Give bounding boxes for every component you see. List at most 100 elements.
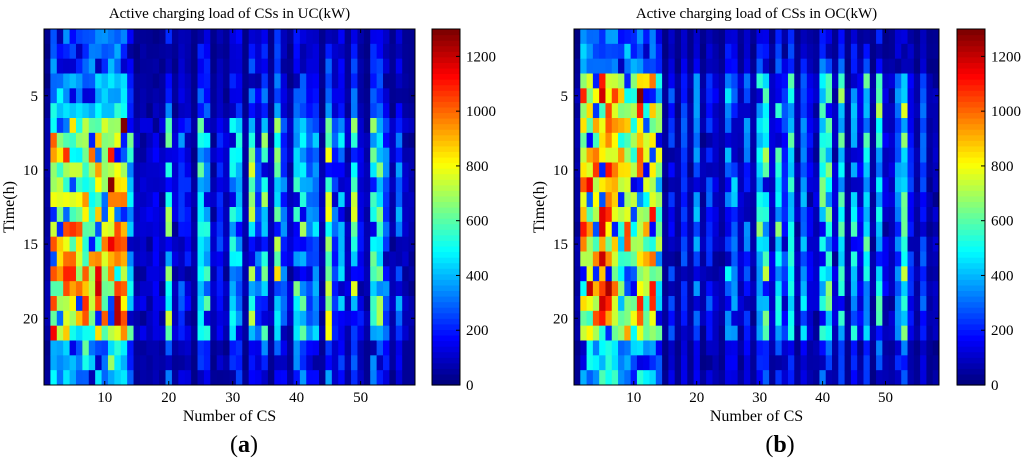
- heatmap-cell: [56, 162, 64, 178]
- y-axis-label: Time(h): [1, 181, 18, 233]
- heatmap-cell: [319, 103, 326, 119]
- colorbar-segment: [432, 151, 460, 158]
- heatmap-cell: [876, 266, 883, 282]
- heatmap-cell: [255, 103, 262, 119]
- heatmap-cell: [357, 103, 365, 119]
- heatmap-cell: [756, 340, 764, 356]
- heatmap-cell: [376, 43, 384, 60]
- heatmap-cell: [216, 73, 224, 89]
- heatmap-cell: [775, 118, 783, 134]
- heatmap-cell: [574, 58, 581, 74]
- heatmap-cell: [920, 221, 927, 238]
- heatmap-cell: [376, 325, 384, 341]
- heatmap-cell: [869, 266, 877, 282]
- heatmap-cell: [781, 355, 789, 371]
- heatmap-cell: [338, 310, 346, 327]
- heatmap-cell: [44, 221, 51, 238]
- heatmap-cell: [235, 132, 243, 149]
- colorbar-segment: [957, 73, 985, 80]
- heatmap-cell: [913, 340, 921, 356]
- heatmap-cell: [630, 103, 638, 119]
- heatmap-cell: [50, 73, 58, 89]
- heatmap-cell: [363, 118, 371, 134]
- heatmap-cell: [95, 207, 102, 223]
- heatmap-cell: [680, 132, 688, 149]
- heatmap-cell: [888, 192, 896, 208]
- heatmap-cell: [806, 177, 814, 193]
- heatmap-cell: [114, 177, 122, 193]
- heatmap-cell: [832, 370, 839, 386]
- heatmap-cell: [197, 281, 205, 297]
- heatmap-cell: [152, 192, 160, 208]
- heatmap-cell: [706, 340, 713, 356]
- heatmap-cell: [706, 251, 713, 267]
- heatmap-cell: [655, 58, 663, 74]
- heatmap-cell: [926, 103, 934, 119]
- heatmap-cell: [743, 147, 751, 163]
- heatmap-cell: [611, 325, 619, 341]
- heatmap-cell: [338, 73, 346, 89]
- heatmap-cell: [325, 340, 333, 356]
- heatmap-cell: [813, 162, 820, 178]
- heatmap-cell: [794, 340, 801, 356]
- heatmap-cell: [229, 162, 237, 178]
- heatmap-cell: [171, 73, 179, 89]
- heatmap-cell: [203, 118, 211, 134]
- heatmap-cell: [223, 266, 230, 282]
- heatmap-cell: [680, 118, 688, 134]
- heatmap-cell: [235, 355, 243, 371]
- heatmap-cell: [82, 340, 90, 356]
- colorbar-segment: [432, 201, 460, 208]
- heatmap-cell: [844, 370, 852, 386]
- heatmap-cell: [69, 73, 77, 89]
- heatmap-cell: [171, 355, 179, 371]
- heatmap-cell: [107, 73, 115, 89]
- heatmap-cell: [344, 147, 352, 163]
- heatmap-cell: [611, 281, 619, 297]
- heatmap-cell: [216, 370, 224, 386]
- heatmap-cell: [139, 103, 147, 119]
- heatmap-cell: [794, 132, 801, 149]
- heatmap-cell: [101, 310, 109, 327]
- heatmap-cell: [338, 340, 346, 356]
- heatmap-cell: [800, 88, 808, 104]
- heatmap-cell: [216, 192, 224, 208]
- heatmap-cell: [216, 310, 224, 327]
- heatmap-cell: [306, 29, 314, 45]
- heatmap-cell: [901, 355, 908, 371]
- heatmap-cell: [832, 58, 839, 74]
- heatmap-cell: [299, 43, 307, 60]
- heatmap-cell: [184, 58, 192, 74]
- heatmap-cell: [882, 177, 890, 193]
- heatmap-cell: [781, 266, 789, 282]
- heatmap-cell: [171, 118, 179, 134]
- colorbar-segment: [957, 373, 985, 381]
- heatmap-cell: [693, 103, 701, 119]
- heatmap-cell: [718, 340, 726, 356]
- heatmap-cell: [287, 370, 294, 386]
- heatmap-cell: [357, 162, 365, 178]
- heatmap-cell: [389, 177, 397, 193]
- heatmap-cell: [750, 355, 757, 371]
- heatmap-cell: [800, 340, 808, 356]
- heatmap-cell: [693, 147, 701, 163]
- heatmap-cell: [599, 355, 606, 371]
- heatmap-cell: [229, 88, 237, 104]
- heatmap-cell: [762, 370, 770, 386]
- heatmap-cell: [901, 281, 908, 297]
- heatmap-cell: [712, 103, 720, 119]
- heatmap-cell: [287, 73, 294, 89]
- heatmap-cell: [693, 310, 701, 327]
- heatmap-cell: [624, 370, 632, 386]
- heatmap-cell: [781, 310, 789, 327]
- heatmap-cell: [178, 340, 186, 356]
- heatmap-cell: [599, 266, 606, 282]
- heatmap-cell: [743, 310, 751, 327]
- heatmap-cell: [248, 58, 256, 74]
- heatmap-cell: [319, 370, 326, 386]
- heatmap-cell: [159, 355, 166, 371]
- heatmap-cell: [863, 43, 871, 60]
- heatmap-cell: [819, 370, 827, 386]
- heatmap-cell: [718, 310, 726, 327]
- heatmap-cell: [139, 207, 147, 223]
